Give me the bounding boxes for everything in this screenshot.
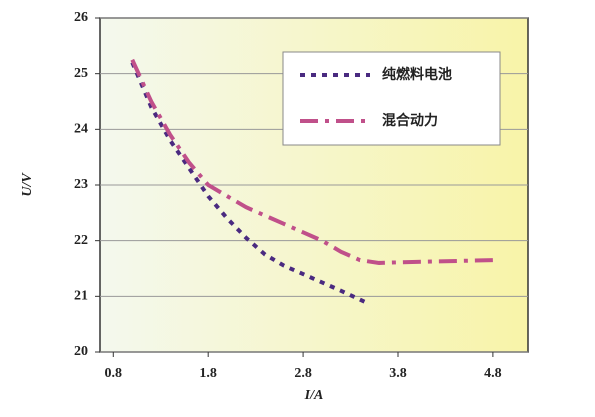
x-tick-label: 0.8: [105, 366, 123, 381]
x-tick-label: 2.8: [294, 366, 312, 381]
x-axis-label: I/A: [304, 388, 324, 403]
y-tick-label: 23: [74, 177, 88, 192]
y-tick-label: 21: [74, 289, 88, 304]
y-tick-label: 20: [74, 344, 88, 359]
y-axis-label: U/V: [20, 172, 35, 197]
series-line: [130, 61, 366, 304]
series-line: [130, 58, 493, 265]
y-tick-label: 26: [74, 10, 88, 25]
legend-label: 混合动力: [382, 112, 438, 129]
y-tick-label: 22: [74, 233, 88, 248]
legend-box: [282, 51, 501, 146]
y-tick-label: 25: [74, 66, 88, 81]
y-tick-label: 24: [74, 122, 88, 137]
legend-label: 纯燃料电池: [382, 66, 452, 83]
x-tick-label: 3.8: [389, 366, 407, 381]
x-tick-label: 4.8: [484, 366, 502, 381]
x-tick-label: 1.8: [199, 366, 217, 381]
